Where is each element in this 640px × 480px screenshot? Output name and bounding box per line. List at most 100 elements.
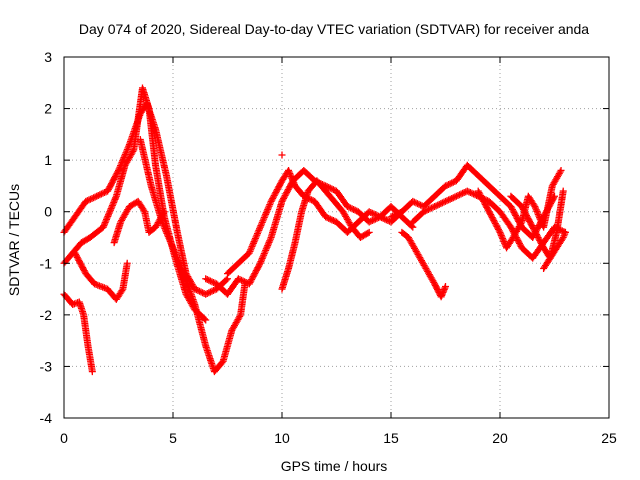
- data-point-arc-1: [94, 192, 102, 200]
- data-point-arc-11: [412, 199, 420, 207]
- data-point-arc-8: [260, 215, 268, 223]
- data-point-arc-2: [105, 209, 113, 217]
- data-point-arc-7: [262, 245, 270, 253]
- grid-lines: [64, 57, 609, 418]
- x-tick-label: 5: [169, 430, 177, 446]
- data-point-arc-6: [170, 247, 178, 255]
- data-point-arc-8: [259, 217, 267, 225]
- data-point-arc-7: [370, 216, 378, 224]
- data-point-arc-7: [265, 238, 273, 246]
- data-point-arc-12: [460, 189, 468, 197]
- data-point-arc-12: [465, 188, 473, 196]
- data-point-arc-6: [173, 253, 181, 261]
- data-point-arc-12: [442, 197, 449, 205]
- data-point-arc-1: [206, 288, 214, 296]
- data-point-arc-2: [109, 200, 117, 208]
- data-point-arc-8: [266, 201, 274, 209]
- data-point-arc-8: [253, 231, 261, 239]
- data-point-arc-8: [262, 210, 270, 218]
- data-point-arc-8: [285, 168, 293, 176]
- data-point-arc-12: [440, 198, 448, 206]
- data-point-arc-11: [415, 200, 423, 208]
- data-point-arc-7: [257, 258, 265, 266]
- data-point-arc-8: [287, 173, 295, 181]
- data-point-arc-15: [558, 235, 566, 243]
- data-point-arc-7: [350, 206, 358, 214]
- data-point-arc-8: [257, 222, 265, 230]
- data-point-arc-12: [448, 194, 456, 202]
- data-point-arc-7: [348, 205, 356, 213]
- data-point-arc-12: [429, 203, 437, 211]
- data-point-arc-7: [328, 185, 336, 193]
- data-point-arc-8: [250, 238, 258, 246]
- data-point-arc-12: [446, 195, 454, 203]
- data-point-arc-1: [90, 194, 98, 202]
- data-point-arc-1: [97, 190, 105, 198]
- data-point-arc-1: [93, 192, 101, 200]
- data-point-arc-13: [557, 166, 565, 174]
- data-point-arc-13: [531, 203, 539, 211]
- data-point-arc-8: [256, 225, 264, 233]
- data-point-arc-5: [140, 206, 148, 214]
- data-point-outlier: [278, 151, 286, 159]
- data-point-arc-7: [367, 217, 375, 225]
- data-point-arc-8: [290, 179, 298, 187]
- data-point-arc-6: [159, 221, 167, 229]
- y-tick-label: 1: [44, 152, 52, 168]
- y-tick-label: -2: [40, 307, 53, 323]
- data-point-arc-6: [174, 255, 182, 263]
- data-point-arc-8: [323, 214, 331, 222]
- data-point-arc-1: [91, 193, 99, 201]
- data-point-arc-8: [252, 233, 260, 241]
- data-point-arc-1: [88, 194, 96, 202]
- data-point-arc-6: [175, 258, 183, 266]
- data-point-arc-13: [532, 204, 540, 212]
- x-tick-label: 15: [383, 430, 399, 446]
- data-point-arc-8: [264, 205, 272, 213]
- data-point-arc-8: [322, 213, 330, 221]
- data-point-arc-12: [437, 200, 445, 208]
- data-point-arc-12: [426, 205, 434, 213]
- data-point-arc-7: [261, 248, 269, 256]
- data-point-arc-6: [163, 229, 171, 237]
- data-point-arc-8: [248, 243, 256, 251]
- data-point-arc-7: [345, 203, 353, 211]
- data-point-arc-7: [259, 253, 267, 261]
- data-point-arc-12: [456, 191, 464, 199]
- data-points: [60, 84, 569, 376]
- data-point-arc-1: [192, 286, 200, 294]
- data-point-arc-8: [258, 218, 266, 226]
- data-point-arc-1: [86, 195, 94, 203]
- data-point-arc-2: [106, 206, 114, 214]
- data-point-arc-8: [251, 234, 259, 242]
- data-point-arc-1: [195, 287, 203, 295]
- axis-ticks: 0 5 10 15 20 25 -4 -3 -2 -1 0 1 2 3: [40, 49, 617, 446]
- data-point-arc-6: [172, 252, 180, 260]
- data-point-arc-7: [347, 204, 355, 212]
- data-point-arc-7: [351, 206, 359, 214]
- data-point-arc-7: [206, 277, 214, 285]
- data-point-arc-7: [326, 184, 334, 192]
- data-point-arc-7: [202, 275, 210, 283]
- data-point-arc-11: [449, 178, 457, 186]
- data-point-arc-13: [556, 168, 564, 176]
- data-point-arc-12: [454, 192, 462, 200]
- data-point-arc-7: [381, 215, 389, 223]
- data-point-arc-1: [222, 276, 230, 284]
- data-point-arc-8: [288, 176, 296, 184]
- data-point-arc-8: [367, 208, 375, 216]
- data-point-arc-1: [191, 285, 199, 293]
- data-point-arc-11: [393, 210, 401, 218]
- data-point-arc-8: [370, 210, 378, 218]
- data-point-arc-2: [103, 215, 111, 223]
- data-point-arc-7: [266, 237, 274, 245]
- data-point-arc-13: [534, 210, 542, 218]
- data-point-arc-2: [107, 205, 115, 213]
- data-point-arc-1: [99, 189, 107, 197]
- data-point-arc-2: [102, 217, 110, 225]
- data-point-arc-2: [104, 212, 112, 220]
- data-point-arc-9: [365, 228, 373, 236]
- y-tick-label: -1: [40, 255, 53, 271]
- data-point-arc-1: [123, 146, 131, 154]
- data-point-arc-8: [326, 215, 334, 223]
